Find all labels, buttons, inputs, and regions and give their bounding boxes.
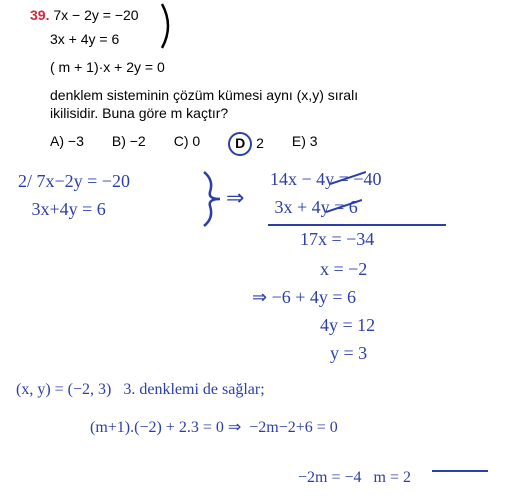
option-d-value: 2: [256, 135, 264, 151]
hw-final-2-text: −2m = −4 m = 2: [298, 469, 411, 486]
strike-2: [326, 198, 362, 214]
bracket-paren: [158, 2, 178, 50]
hw-conclusion: (x, y) = (−2, 3) 3. denklemi de sağlar;: [16, 380, 265, 400]
brace-icon: [200, 170, 224, 228]
option-e[interactable]: E) 3: [292, 132, 318, 156]
option-c-value: 0: [192, 133, 200, 149]
hw-y2: y = 3: [330, 342, 367, 365]
equation-3: ( m + 1)·x + 2y = 0: [50, 58, 165, 76]
hw-system-1: 2/ 7x−2y = −20: [18, 170, 130, 193]
hw-sum-bar: [268, 224, 446, 226]
hw-sub: ⇒ −6 + 4y = 6: [252, 286, 356, 309]
prompt-line-2: ikilisidir. Buna göre m kaçtır?: [50, 104, 228, 122]
hw-system-2: 3x+4y = 6: [18, 198, 106, 221]
option-b-value: −2: [130, 133, 146, 149]
hw-final-1: (m+1).(−2) + 2.3 = 0 ⇒ −2m−2+6 = 0: [90, 418, 338, 438]
hw-sum: 17x = −34: [300, 228, 374, 251]
hw-y1: 4y = 12: [320, 314, 375, 337]
option-a-value: −3: [68, 133, 84, 149]
strike-1: [330, 170, 366, 186]
equation-1: 7x − 2y = −20: [53, 7, 138, 23]
equation-2: 3x + 4y = 6: [50, 30, 119, 48]
option-c[interactable]: C) 0: [174, 132, 200, 156]
circled-answer: D: [228, 132, 252, 156]
option-e-value: 3: [310, 133, 318, 149]
question-number: 39.: [30, 7, 49, 23]
options-row: A) −3 B) −2 C) 0 D 2 E) 3: [50, 132, 318, 156]
prompt-line-1: denklem sisteminin çözüm kümesi aynı (x,…: [50, 86, 358, 104]
hw-arrow: ⇒: [226, 184, 244, 212]
hw-xval: x = −2: [320, 258, 367, 281]
hw-answer-underline: [432, 470, 488, 472]
option-a[interactable]: A) −3: [50, 132, 84, 156]
option-b[interactable]: B) −2: [112, 132, 146, 156]
option-d[interactable]: D 2: [228, 132, 264, 156]
hw-final-2: −2m = −4 m = 2: [290, 448, 411, 488]
